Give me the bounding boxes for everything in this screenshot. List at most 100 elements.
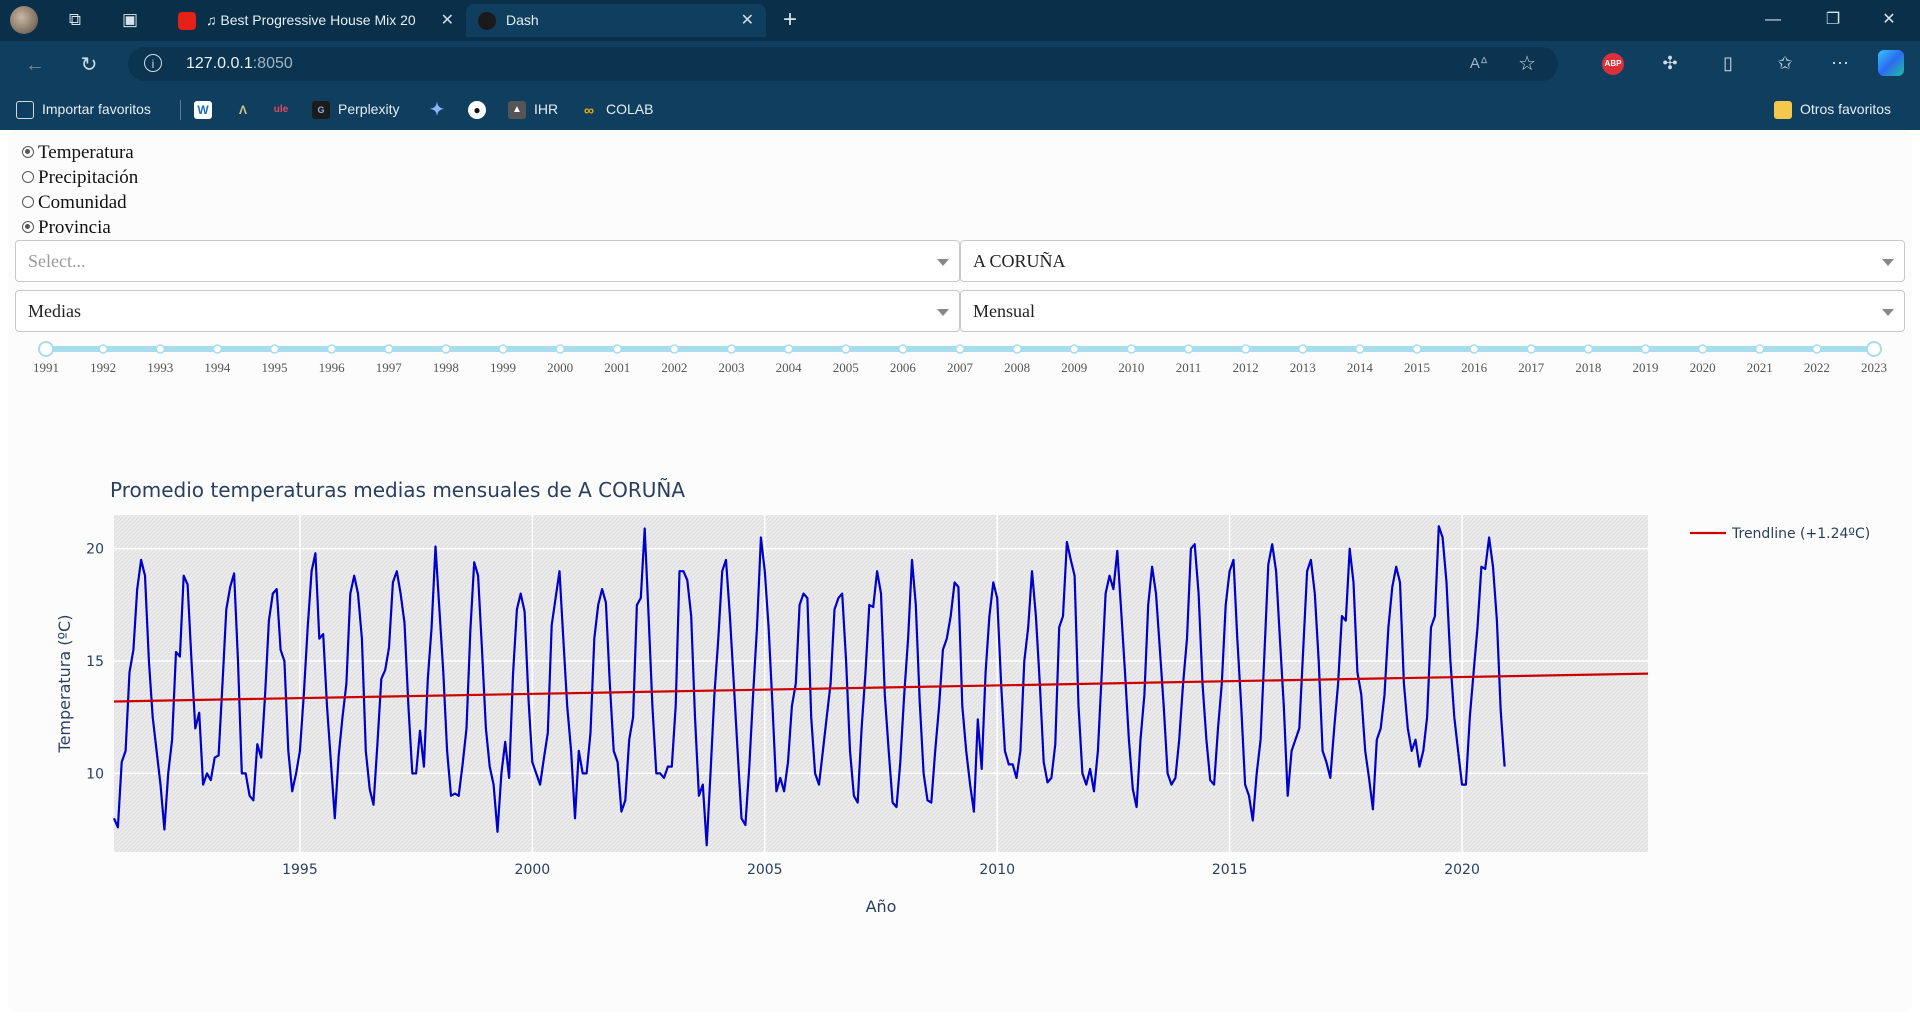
radio-dot[interactable] bbox=[22, 220, 34, 233]
info-icon[interactable]: i bbox=[144, 54, 162, 72]
slider-mark-dot bbox=[726, 344, 737, 354]
radio-label: Temperatura bbox=[38, 142, 134, 163]
slider-mark-label: 2009 bbox=[1061, 360, 1087, 375]
read-aloud-icon[interactable]: Aᐞ bbox=[1469, 55, 1488, 72]
slider-mark-dot bbox=[612, 344, 622, 354]
slider-mark-dot bbox=[326, 344, 337, 354]
radio-precipitacion[interactable]: Precipitación bbox=[22, 167, 138, 191]
minimize-icon[interactable]: — bbox=[1765, 11, 1781, 28]
x-tick-label: 2020 bbox=[1444, 862, 1480, 878]
copilot-icon[interactable] bbox=[1878, 50, 1904, 76]
bookmark-import[interactable]: Importar favoritos bbox=[16, 98, 151, 120]
radio-label: Comunidad bbox=[38, 192, 127, 213]
chevron-down-icon[interactable] bbox=[937, 309, 949, 316]
dropdown-estadistico[interactable]: Medias bbox=[15, 290, 960, 332]
dash-icon bbox=[478, 12, 496, 30]
bookmark-ule[interactable]: ule bbox=[272, 98, 298, 120]
slider-mark-label: 2002 bbox=[661, 360, 687, 375]
workspaces-icon[interactable]: ⧉ bbox=[68, 10, 82, 29]
radio-dot[interactable] bbox=[22, 170, 34, 183]
slider-mark-label: 2016 bbox=[1461, 360, 1488, 375]
chevron-down-icon[interactable] bbox=[1882, 259, 1894, 266]
radio-temperatura[interactable]: Temperatura bbox=[22, 142, 134, 166]
bookmark-other-favorites[interactable]: Otros favoritos bbox=[1774, 98, 1891, 120]
year-range-slider[interactable]: 1991 1992 1993 1994 1995 1996 1997 1998 1999 2000… bbox=[8, 335, 1912, 385]
radio-dot[interactable] bbox=[22, 145, 34, 158]
bookmark-w[interactable]: W bbox=[194, 98, 220, 120]
slider-mark-label: 2013 bbox=[1290, 360, 1316, 375]
slider-mark-dot bbox=[1298, 344, 1308, 354]
folder-icon bbox=[1774, 101, 1792, 120]
profile-avatar[interactable] bbox=[10, 6, 38, 34]
slider-mark-label: 2014 bbox=[1347, 360, 1374, 375]
back-icon[interactable]: ← bbox=[25, 54, 45, 76]
tab-actions-icon[interactable]: ▣ bbox=[121, 10, 139, 29]
chevron-down-icon[interactable] bbox=[1882, 309, 1894, 316]
legend-label-trendline: Trendline (+1.24ºC) bbox=[1731, 526, 1870, 542]
refresh-icon[interactable]: ↻ bbox=[80, 54, 98, 76]
slider-mark-label: 2010 bbox=[1118, 360, 1144, 375]
tab-title: Dash bbox=[506, 12, 539, 28]
more-icon[interactable]: ⋯ bbox=[1831, 53, 1849, 73]
extensions-icon[interactable]: ✣ bbox=[1662, 53, 1678, 73]
slider-mark-label: 2022 bbox=[1804, 360, 1830, 375]
slider-mark-label: 1994 bbox=[204, 360, 231, 375]
bookmark-sparkle[interactable]: ✦ bbox=[428, 98, 454, 120]
slider-mark-label: 2001 bbox=[604, 360, 630, 375]
maximize-icon[interactable]: ❐ bbox=[1825, 11, 1841, 28]
slider-mark-label: 2012 bbox=[1233, 360, 1259, 375]
radio-provincia[interactable]: Provincia bbox=[22, 217, 111, 241]
radio-dot[interactable] bbox=[22, 195, 34, 208]
dropdown-value: Medias bbox=[28, 301, 81, 321]
slider-mark-dot bbox=[1755, 344, 1765, 354]
slider-handle-start[interactable] bbox=[38, 341, 54, 357]
slider-mark-dot bbox=[269, 344, 280, 354]
colab-icon: ∞ bbox=[584, 102, 594, 119]
chevron-down-icon[interactable] bbox=[937, 259, 949, 266]
bookmark-colab[interactable]: ∞ COLAB bbox=[580, 98, 653, 120]
dropdown-value: A CORUÑA bbox=[973, 251, 1066, 271]
bookmarks-bar: Importar favoritos W Λ ule G Perplexity ✦… bbox=[0, 88, 1920, 130]
dropdown-select[interactable]: Select... bbox=[15, 240, 960, 282]
radio-comunidad[interactable]: Comunidad bbox=[22, 192, 127, 216]
split-screen-icon[interactable]: ▯ bbox=[1723, 53, 1733, 73]
favorites-icon[interactable]: ✩ bbox=[1777, 53, 1793, 73]
close-window-icon[interactable]: ✕ bbox=[1882, 11, 1896, 28]
slider-mark-label: 1998 bbox=[433, 360, 459, 375]
favorite-star-icon[interactable]: ☆ bbox=[1518, 53, 1536, 75]
slider-mark-label: 2023 bbox=[1861, 360, 1887, 375]
tab-youtube[interactable]: ♫ Best Progressive House Mix 20 ✕ bbox=[166, 4, 466, 37]
slider-mark-dot bbox=[1812, 344, 1822, 354]
slider-mark-dot bbox=[1069, 344, 1079, 354]
page-viewport: Temperatura Precipitación Comunidad Prov… bbox=[8, 130, 1912, 1012]
adblock-icon[interactable]: ABP bbox=[1602, 53, 1624, 75]
tab-dash[interactable]: Dash ✕ bbox=[466, 4, 766, 37]
dropdown-periodo[interactable]: Mensual bbox=[960, 290, 1905, 332]
bookmark-github[interactable]: ● bbox=[468, 98, 494, 120]
slider-mark-label: 1996 bbox=[319, 360, 346, 375]
dropdown-value: Mensual bbox=[973, 301, 1035, 321]
close-icon[interactable]: ✕ bbox=[440, 12, 454, 29]
ihr-icon: ▲ bbox=[508, 101, 526, 120]
dropdown-placeholder: Select... bbox=[28, 251, 86, 271]
bookmark-label: IHR bbox=[534, 101, 559, 117]
tab-strip: ⧉ ▣ ♫ Best Progressive House Mix 20 ✕ Da… bbox=[0, 0, 1920, 41]
slider-mark-dot bbox=[898, 344, 908, 354]
bookmark-ihr[interactable]: ▲ IHR bbox=[508, 98, 558, 120]
slider-mark-dot bbox=[1355, 344, 1365, 354]
slider-mark-dot bbox=[955, 344, 965, 354]
dropdown-provincia[interactable]: A CORUÑA bbox=[960, 240, 1905, 282]
bookmarks-divider bbox=[180, 100, 181, 120]
x-tick-label: 1995 bbox=[282, 862, 318, 878]
slider-handle-end[interactable] bbox=[1866, 341, 1882, 357]
slider-mark-label: 2018 bbox=[1575, 360, 1601, 375]
slider-mark-dot bbox=[841, 344, 851, 354]
new-tab-icon[interactable]: + bbox=[782, 6, 797, 33]
bookmark-triangle[interactable]: Λ bbox=[234, 98, 260, 120]
close-icon[interactable]: ✕ bbox=[740, 12, 754, 29]
url-bar[interactable]: i 127.0.0.1:8050 Aᐞ ☆ bbox=[128, 47, 1558, 81]
bookmark-perplexity[interactable]: G Perplexity bbox=[312, 98, 399, 120]
address-bar-row: ← ↻ i 127.0.0.1:8050 Aᐞ ☆ bbox=[0, 41, 1920, 88]
slider-mark-label: 2005 bbox=[833, 360, 859, 375]
radio-label: Precipitación bbox=[38, 167, 139, 188]
